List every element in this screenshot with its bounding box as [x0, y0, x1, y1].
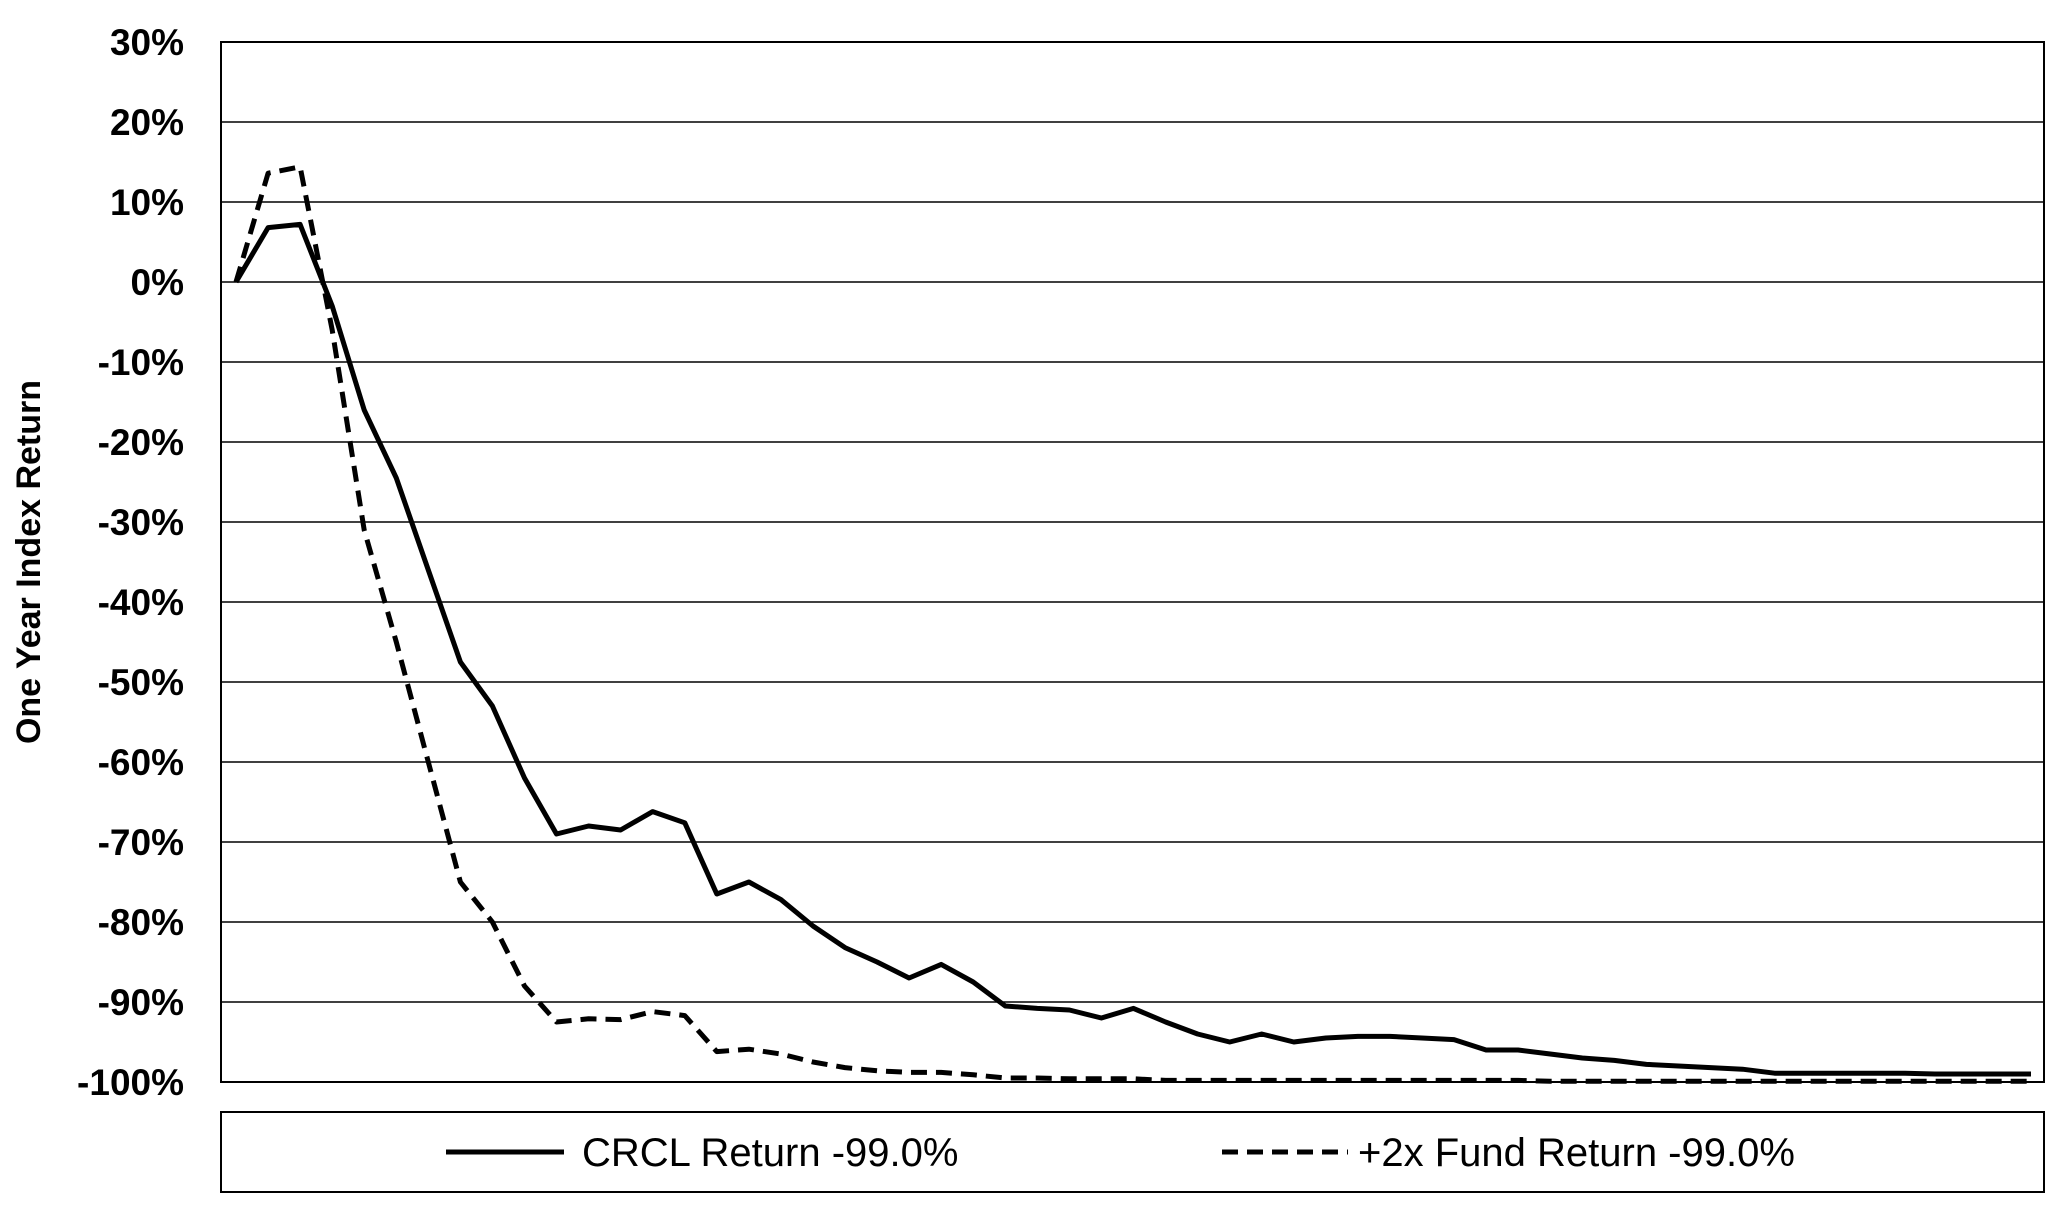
y-tick-label: -80% [98, 902, 184, 943]
legend-label-crcl: CRCL Return -99.0% [582, 1131, 958, 1175]
y-tick-label: 10% [110, 182, 184, 223]
legend-label-fund: +2x Fund Return -99.0% [1358, 1131, 1795, 1175]
y-tick-label: 0% [131, 262, 184, 303]
y-axis-title: One Year Index Return [10, 380, 48, 744]
y-tick-label: -70% [98, 822, 184, 863]
legend: CRCL Return -99.0% +2x Fund Return -99.0… [220, 1111, 2045, 1193]
series-line-0 [233, 221, 2031, 1077]
y-tick-label: -60% [98, 742, 184, 783]
y-tick-label: 20% [110, 102, 184, 143]
y-tick-label: -90% [98, 982, 184, 1023]
plot-area [220, 41, 2045, 1083]
y-axis-ticks: 30% 20% 10% 0% -10% -20% -30% -40% -50% -60% -70% -… [77, 22, 184, 1103]
y-tick-label: 30% [110, 22, 184, 63]
y-tick-label: -100% [77, 1062, 184, 1103]
y-tick-label: -20% [98, 422, 184, 463]
y-tick-label: -30% [98, 502, 184, 543]
y-tick-label: -40% [98, 582, 184, 623]
y-tick-label: -50% [98, 662, 184, 703]
series-layer [233, 164, 2031, 1084]
gridlines [221, 121, 2044, 1003]
y-tick-label: -10% [98, 342, 184, 383]
